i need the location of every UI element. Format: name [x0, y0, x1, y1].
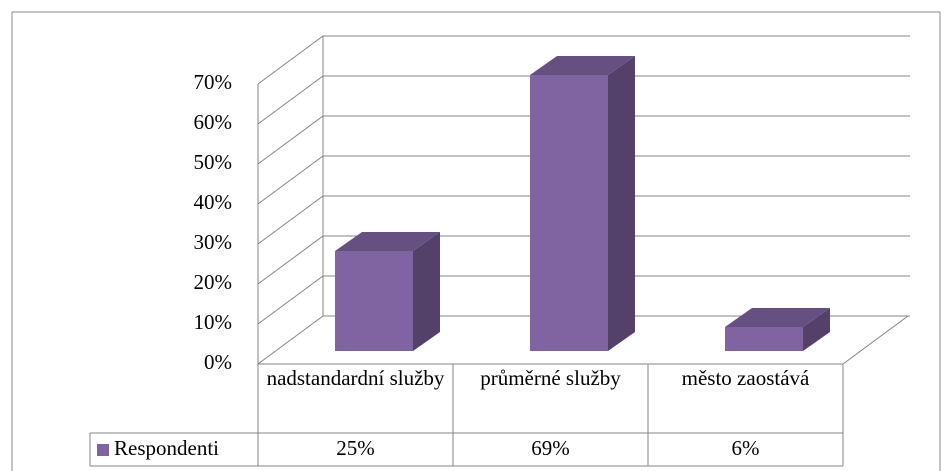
legend-label: Respondenti: [114, 436, 219, 460]
y-tick-label: 50%: [194, 150, 233, 174]
value-label: 6%: [732, 436, 760, 460]
chart-border: [11, 11, 941, 471]
value-label: 69%: [531, 436, 570, 460]
grid-line: [257, 75, 910, 125]
bar-side: [803, 308, 830, 351]
grid-line: [257, 275, 910, 325]
value-label: 25%: [336, 436, 375, 460]
bar: [335, 232, 440, 351]
bar-front: [335, 251, 413, 351]
x-tick-label: nadstandardní služby: [266, 366, 445, 390]
bar-top: [725, 308, 830, 327]
y-tick-label: 0%: [204, 350, 232, 374]
bar-front: [530, 75, 608, 351]
y-tick-label: 60%: [194, 110, 233, 134]
x-tick-label: město zaostává: [681, 366, 810, 390]
grid-line: [257, 195, 910, 245]
bar-top: [335, 232, 440, 251]
y-tick-label: 10%: [194, 310, 233, 334]
bar: [725, 308, 830, 351]
y-tick-label: 70%: [194, 70, 233, 94]
grid-line: [257, 155, 910, 205]
bar-side: [608, 56, 635, 351]
bar: [530, 56, 635, 351]
y-tick-label: 30%: [194, 230, 233, 254]
y-tick-label: 40%: [194, 190, 233, 214]
grid-line: [257, 115, 910, 165]
bar-top: [530, 56, 635, 75]
x-tick-label: průměrné služby: [480, 366, 621, 390]
grid-line: [257, 315, 910, 365]
grid-line: [257, 35, 910, 85]
legend-swatch: [97, 444, 109, 456]
y-tick-label: 20%: [194, 270, 233, 294]
bar-side: [413, 232, 440, 351]
grid-line: [257, 235, 910, 285]
bar-front: [725, 327, 803, 351]
